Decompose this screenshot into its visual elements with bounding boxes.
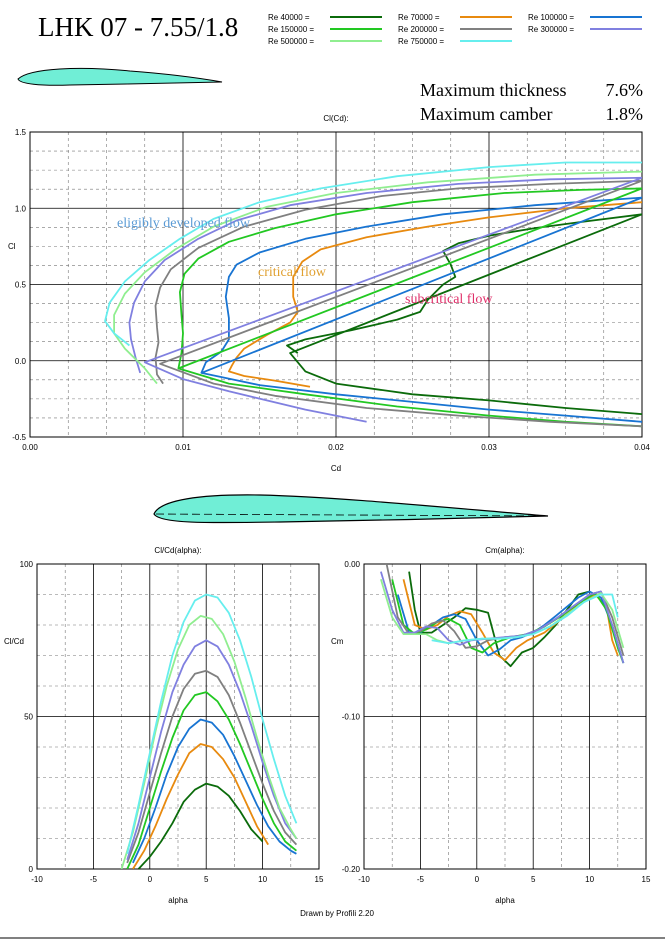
legend-label: Re 70000 =	[398, 13, 440, 22]
max-thickness-label: Maximum thickness	[420, 80, 567, 100]
footer-credit: Drawn by Profili 2.20	[300, 909, 374, 918]
cm-vs-alpha-chart: -10 -5 0 5 10 15 0.00 -0.10 -0.20 Cm(alpha): alpha…	[331, 546, 651, 905]
x-tick-label: 0.04	[634, 443, 650, 452]
max-thickness-value: 7.6%	[606, 80, 644, 100]
series-line-re-750000	[126, 593, 298, 855]
series-line-re-750000	[431, 593, 619, 645]
x-tick-label: 0	[148, 875, 153, 884]
chart-title: Cl/Cd(alpha):	[154, 546, 201, 555]
y-tick-label: -0.5	[12, 433, 26, 442]
series-line-re-70000	[132, 743, 269, 869]
legend-label: Re 500000 =	[268, 37, 314, 46]
x-tick-label: 0.03	[481, 443, 497, 452]
series-line-re-40000	[137, 782, 264, 869]
y-tick-label: 0.0	[15, 357, 27, 366]
x-tick-label: 0.02	[328, 443, 344, 452]
y-tick-label: -0.10	[342, 713, 361, 722]
x-tick-label: -10	[358, 875, 370, 884]
x-tick-label: 0.01	[175, 443, 191, 452]
y-tick-label: -0.20	[342, 865, 361, 874]
x-tick-label: 0.00	[22, 443, 38, 452]
x-tick-label: -5	[417, 875, 425, 884]
y-tick-label: 1.5	[15, 128, 27, 137]
series-line-re-500000	[120, 615, 298, 869]
legend-label: Re 40000 =	[268, 13, 310, 22]
series-line-re-750000	[104, 161, 642, 347]
legend-label: Re 750000 =	[398, 37, 444, 46]
series-line-re-150000	[177, 187, 642, 428]
x-axis-label: alpha	[168, 896, 188, 905]
y-axis-label: Cm	[331, 637, 344, 646]
series-line-re-40000	[286, 213, 642, 415]
x-tick-label: -5	[90, 875, 98, 884]
annotation-eligibly-developed-flow: eligibly developed flow	[117, 216, 251, 231]
annotation-subcritical-flow: subcritical flow	[405, 292, 493, 307]
legend-label: Re 150000 =	[268, 25, 314, 34]
y-axis-label: Cl/Cd	[4, 637, 24, 646]
y-tick-label: 1.0	[15, 204, 27, 213]
flow-annotations: eligibly developed flow critical flow su…	[117, 216, 493, 307]
legend-label: Re 200000 =	[398, 25, 444, 34]
page-title: LHK 07 - 7.55/1.8	[38, 12, 238, 42]
series-line-re-300000	[126, 639, 298, 861]
series-line-re-100000	[132, 718, 297, 864]
legend-label: Re 100000 =	[528, 13, 574, 22]
x-tick-label: 10	[258, 875, 267, 884]
cl-cd-polar-chart: 0.00 0.01 0.02 0.03 0.04 -0.5 0.0 0.5 1.0 1.5 Cl(C…	[8, 114, 650, 473]
x-axis-label: alpha	[495, 896, 515, 905]
x-tick-label: 0	[475, 875, 480, 884]
series-line-re-500000	[113, 170, 642, 385]
max-camber-label: Maximum camber	[420, 104, 552, 124]
y-tick-label: 0	[29, 865, 34, 874]
y-tick-label: 0.00	[344, 560, 360, 569]
chart-title: Cl(Cd):	[323, 114, 348, 123]
series-line-re-150000	[126, 691, 297, 869]
x-tick-label: 15	[315, 875, 324, 884]
series-line-re-300000	[128, 176, 642, 423]
plot-frame	[363, 563, 647, 870]
x-tick-label: 5	[204, 875, 209, 884]
y-tick-label: 50	[24, 713, 33, 722]
x-tick-label: 5	[531, 875, 536, 884]
plot-frame	[29, 131, 643, 438]
max-camber-value: 1.8%	[606, 104, 644, 124]
y-axis-label: Cl	[8, 242, 16, 251]
cl-over-cd-vs-alpha-chart: -10 -5 0 5 10 15 0 50 100 Cl/Cd(alpha): alpha Cl/Cd	[4, 546, 324, 905]
x-tick-label: -10	[31, 875, 43, 884]
legend: Re 40000 = Re 150000 = Re 500000 = Re 70000…	[268, 13, 642, 46]
series-line-re-70000	[402, 579, 619, 661]
chart-title: Cm(alpha):	[485, 546, 525, 555]
series-line-re-200000	[154, 179, 642, 428]
x-axis-label: Cd	[331, 464, 341, 473]
x-tick-label: 10	[585, 875, 594, 884]
series-line-re-200000	[126, 669, 298, 864]
legend-label: Re 300000 =	[528, 25, 574, 34]
y-tick-label: 100	[20, 560, 34, 569]
airfoil-section-drawing	[153, 494, 549, 524]
airfoil-thumbnail	[17, 67, 223, 86]
annotation-critical-flow: critical flow	[258, 265, 327, 280]
series-line-re-100000	[200, 196, 642, 423]
y-tick-label: 0.5	[15, 281, 27, 290]
x-tick-label: 15	[642, 875, 651, 884]
plot-frame	[36, 563, 320, 870]
